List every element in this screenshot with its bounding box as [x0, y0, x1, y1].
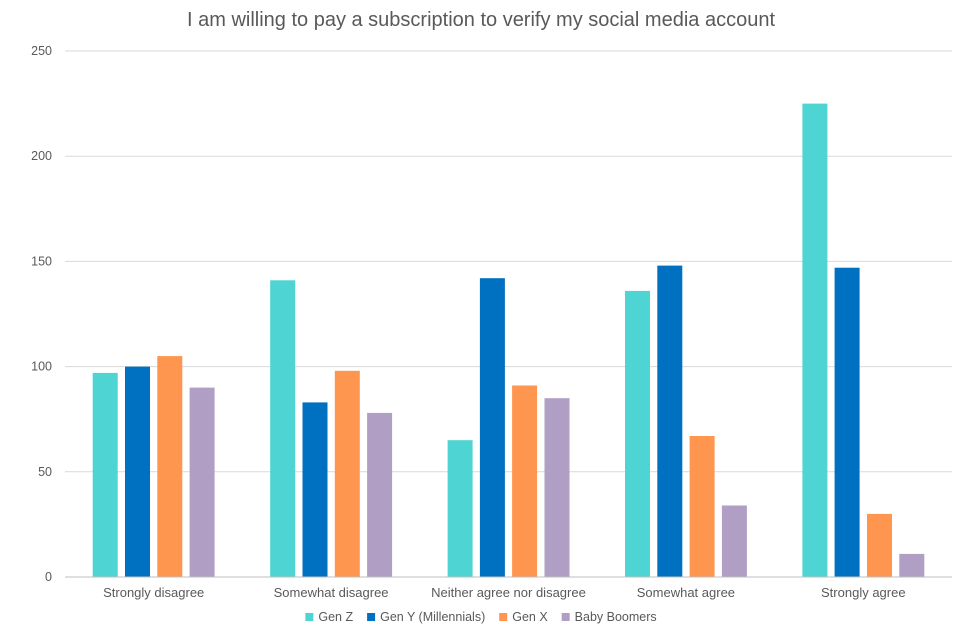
x-axis-category-labels: Strongly disagree Somewhat disagree Neithe… — [103, 585, 905, 600]
chart-title: I am willing to pay a subscription to ve… — [187, 9, 775, 31]
bar — [867, 513, 892, 577]
y-tick-label: 100 — [31, 360, 52, 374]
bar — [689, 436, 715, 577]
x-tick-label: Somewhat disagree — [274, 585, 389, 600]
bar — [270, 280, 296, 577]
bar — [447, 440, 473, 577]
y-tick-label: 0 — [45, 570, 52, 584]
y-axis-ticks: 0 50 100 150 200 250 — [31, 44, 52, 584]
x-tick-label: Neither agree nor disagree — [431, 585, 586, 600]
legend-label: Gen Y (Millennials) — [380, 610, 485, 624]
bar — [625, 290, 650, 577]
bar — [302, 402, 328, 577]
x-tick-label: Strongly agree — [821, 585, 906, 600]
bar — [512, 385, 538, 577]
bar — [367, 412, 393, 577]
legend-swatch — [499, 613, 508, 621]
bar — [479, 278, 505, 577]
legend-label: Baby Boomers — [575, 610, 657, 624]
bar — [189, 387, 215, 577]
legend-swatch — [305, 613, 314, 621]
y-tick-label: 250 — [31, 44, 52, 58]
legend-label: Gen X — [512, 610, 548, 624]
bar — [834, 267, 860, 577]
bar — [544, 398, 570, 577]
bar — [125, 366, 150, 577]
bar — [157, 356, 183, 577]
legend-swatch — [561, 613, 570, 621]
legend: Gen Z Gen Y (Millennials) Gen X Baby Boomer… — [305, 610, 657, 624]
y-tick-label: 50 — [38, 465, 52, 479]
legend-swatch — [367, 613, 376, 621]
y-tick-label: 150 — [31, 254, 52, 268]
bar — [721, 505, 747, 577]
bars — [92, 103, 925, 577]
bar — [802, 103, 828, 577]
x-tick-label: Strongly disagree — [103, 585, 204, 600]
bar — [657, 265, 683, 577]
y-tick-label: 200 — [31, 149, 52, 163]
bar — [334, 370, 360, 577]
bar — [899, 553, 925, 577]
x-tick-label: Somewhat agree — [637, 585, 735, 600]
legend-label: Gen Z — [318, 610, 353, 624]
bar — [92, 372, 118, 577]
